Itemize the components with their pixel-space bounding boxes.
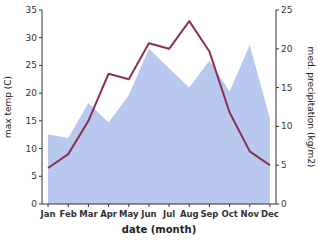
y2-tick <box>276 204 279 205</box>
y2-tick-label: 5 <box>281 160 287 170</box>
y2-tick <box>276 126 279 127</box>
y-tick <box>39 65 42 66</box>
chart: 051015202530350510152025JanFebMarAprMayJ… <box>0 0 318 247</box>
x-tick <box>169 204 170 207</box>
x-tick <box>148 204 149 207</box>
x-tick-label: Feb <box>60 209 77 219</box>
x-tick-label: Mar <box>79 209 98 219</box>
x-tick <box>189 204 190 207</box>
y2-tick-label: 0 <box>281 199 287 209</box>
y-tick <box>39 10 42 11</box>
y2-tick-label: 10 <box>281 121 293 131</box>
y2-tick-label: 15 <box>281 83 292 93</box>
x-tick-label: Dec <box>261 209 279 219</box>
x-tick <box>48 204 49 207</box>
y-tick <box>39 176 42 177</box>
y-tick <box>39 120 42 121</box>
x-tick-label: Oct <box>221 209 237 219</box>
y-tick-label: 20 <box>26 88 38 98</box>
y-tick-label: 25 <box>26 60 37 70</box>
x-tick-label: Apr <box>100 209 118 219</box>
temperature-line <box>48 21 270 168</box>
y2-axis-label: med. precipitation (kg/m2) <box>306 47 316 168</box>
x-tick-label: May <box>119 209 139 219</box>
x-tick <box>229 204 230 207</box>
y-tick <box>39 148 42 149</box>
x-tick-label: Sep <box>200 209 218 219</box>
x-tick-label: Jul <box>162 209 175 219</box>
y-tick-label: 5 <box>31 171 37 181</box>
y2-axis-line <box>276 10 277 204</box>
y-tick-label: 10 <box>26 144 38 154</box>
x-axis-line <box>42 204 276 205</box>
x-tick <box>108 204 109 207</box>
y-axis-label: max temp (C) <box>3 76 13 138</box>
x-tick <box>209 204 210 207</box>
y2-tick-label: 20 <box>281 44 293 54</box>
x-tick <box>128 204 129 207</box>
x-tick <box>249 204 250 207</box>
x-tick-label: Nov <box>241 209 260 219</box>
y-tick-label: 35 <box>26 5 37 15</box>
y2-tick-label: 25 <box>281 5 292 15</box>
plot-area <box>48 21 270 204</box>
x-tick <box>88 204 89 207</box>
y-tick-label: 15 <box>26 116 37 126</box>
y-tick <box>39 37 42 38</box>
x-tick-label: Jun <box>140 209 156 219</box>
y2-tick <box>276 10 279 11</box>
y-tick-label: 30 <box>26 33 38 43</box>
y-tick-label: 0 <box>31 199 37 209</box>
x-tick <box>68 204 69 207</box>
y-axis-line <box>42 10 43 204</box>
x-tick <box>269 204 270 207</box>
y2-tick <box>276 165 279 166</box>
y-tick <box>39 204 42 205</box>
y2-tick <box>276 87 279 88</box>
x-tick-label: Aug <box>180 209 199 219</box>
x-axis-label: date (month) <box>122 224 196 235</box>
y-tick <box>39 93 42 94</box>
x-tick-label: Jan <box>40 209 56 219</box>
y2-tick <box>276 48 279 49</box>
